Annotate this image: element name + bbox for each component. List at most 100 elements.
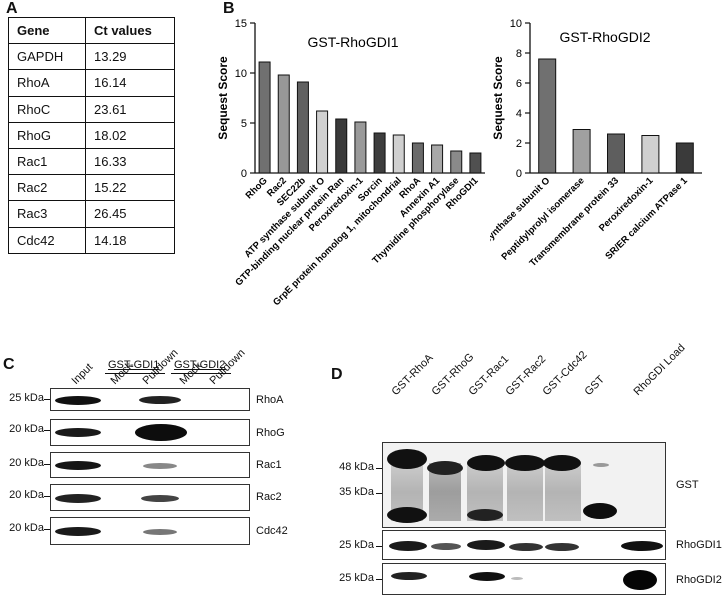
band	[509, 543, 543, 551]
blot-rhogdi2	[382, 563, 666, 595]
table-row: Rac1 16.33	[8, 147, 175, 176]
band	[55, 461, 101, 470]
blot-gst	[382, 442, 666, 528]
band	[469, 572, 505, 581]
protein-label-rac2: Rac2	[256, 491, 282, 503]
blot-row-rac2	[50, 484, 250, 511]
x-tick-label: RhoG	[244, 175, 270, 201]
y-tick-label: 0	[516, 168, 522, 180]
protein-label-rac1: Rac1	[256, 459, 282, 471]
kda-marker: 20 kDa	[9, 457, 44, 469]
gene-cell: GAPDH	[8, 43, 86, 71]
y-axis-label: Sequest Score	[491, 56, 505, 140]
panel-letter-d: D	[331, 366, 343, 383]
band	[55, 428, 101, 437]
band	[505, 455, 545, 471]
chart-title: GST-RhoGDI2	[559, 29, 650, 45]
kda-marker: 25 kDa	[9, 392, 44, 404]
y-tick-label: 15	[235, 18, 247, 30]
band	[143, 463, 177, 469]
rhogdi1-label: RhoGDI1	[676, 539, 722, 551]
ct-cell: 26.45	[85, 200, 175, 228]
band	[427, 461, 463, 475]
table-row: GAPDH 13.29	[8, 43, 175, 71]
band	[467, 509, 503, 521]
gst-label: GST	[676, 479, 699, 491]
kda-marker: 20 kDa	[9, 489, 44, 501]
y-tick-label: 4	[516, 108, 522, 120]
blot-row-rhoa	[50, 388, 250, 411]
band	[511, 577, 523, 580]
gene-cell: RhoA	[8, 69, 86, 97]
band	[583, 503, 617, 519]
ct-cell: 13.29	[85, 43, 175, 71]
kda-marker: 25 kDa	[339, 539, 374, 551]
bar	[335, 118, 348, 174]
bar	[431, 144, 444, 174]
ct-cell: 16.14	[85, 69, 175, 97]
lane-label-gst: GST	[582, 373, 607, 398]
band	[55, 527, 101, 536]
bar	[392, 134, 405, 174]
band	[387, 449, 427, 469]
band	[543, 455, 581, 471]
band	[593, 463, 609, 467]
smear	[545, 463, 581, 521]
ct-cell: 23.61	[85, 95, 175, 123]
band	[143, 529, 177, 535]
band	[55, 396, 101, 405]
band	[621, 541, 663, 551]
kda-marker: 48 kDa	[339, 461, 374, 473]
kda-marker: 20 kDa	[9, 423, 44, 435]
bar	[450, 150, 463, 174]
y-tick-label: 2	[516, 138, 522, 150]
gene-cell: Rac3	[8, 200, 86, 228]
bar	[354, 121, 367, 174]
bar	[469, 152, 482, 174]
kda-marker: 25 kDa	[339, 572, 374, 584]
bar	[277, 74, 290, 174]
band	[467, 540, 505, 550]
group-underline-gdi2	[171, 373, 231, 374]
kda-marker: 20 kDa	[9, 522, 44, 534]
kda-tick	[44, 529, 50, 530]
ct-values-table: Gene Ct values GAPDH 13.29 RhoA 16.14 RhoC…	[8, 16, 175, 254]
kda-tick	[376, 468, 382, 469]
kda-tick	[376, 546, 382, 547]
kda-tick	[44, 464, 50, 465]
y-tick-label: 5	[241, 118, 247, 130]
lane-label-input: Input	[69, 361, 96, 387]
bar	[411, 142, 424, 174]
protein-label-rhoa: RhoA	[256, 394, 284, 406]
bar	[675, 142, 694, 174]
band	[389, 541, 427, 551]
blot-row-rhog	[50, 419, 250, 446]
table-row: RhoG 18.02	[8, 121, 175, 149]
band	[391, 572, 427, 580]
bar	[538, 58, 557, 174]
panel-letter-c: C	[3, 356, 15, 373]
bar	[296, 81, 309, 174]
gene-cell: Rac2	[8, 174, 86, 202]
group-label-gdi1: GST-GDI1	[108, 359, 160, 371]
table-row: RhoC 23.61	[8, 95, 175, 123]
band	[139, 396, 181, 404]
ct-cell: 16.33	[85, 147, 175, 176]
ct-cell: 18.02	[85, 121, 175, 149]
bar	[258, 61, 271, 174]
band	[467, 455, 505, 471]
band	[545, 543, 579, 551]
kda-tick	[44, 430, 50, 431]
panel-letter-a: A	[6, 0, 18, 17]
band	[387, 507, 427, 523]
blot-row-rac1	[50, 452, 250, 478]
kda-tick	[376, 579, 382, 580]
kda-marker: 35 kDa	[339, 486, 374, 498]
smear	[507, 463, 543, 521]
y-tick-label: 6	[516, 78, 522, 90]
bar	[607, 133, 625, 174]
y-tick-label: 10	[235, 68, 247, 80]
group-label-gdi2: GST-GDI2	[174, 359, 226, 371]
blot-row-cdc42	[50, 517, 250, 545]
